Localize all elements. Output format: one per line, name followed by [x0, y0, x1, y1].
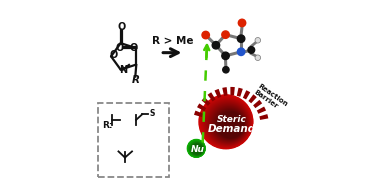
Circle shape [191, 143, 203, 155]
Circle shape [201, 97, 251, 147]
Circle shape [189, 140, 204, 157]
Text: R:: R: [102, 121, 113, 130]
Circle shape [217, 112, 243, 138]
Circle shape [211, 106, 247, 142]
Circle shape [213, 108, 246, 141]
Circle shape [187, 140, 205, 157]
Circle shape [193, 145, 202, 154]
Circle shape [222, 52, 229, 59]
Circle shape [214, 108, 246, 140]
Circle shape [188, 140, 205, 157]
Circle shape [214, 109, 245, 140]
Circle shape [189, 141, 204, 156]
Circle shape [189, 141, 204, 156]
Text: Steric: Steric [217, 115, 246, 124]
Circle shape [238, 19, 246, 27]
Circle shape [192, 143, 203, 154]
Circle shape [215, 109, 245, 140]
Circle shape [192, 144, 202, 154]
Text: R > Me: R > Me [152, 36, 193, 46]
Circle shape [189, 141, 204, 156]
Text: O: O [109, 50, 118, 60]
Circle shape [204, 100, 250, 146]
Bar [98, 103, 169, 177]
Circle shape [215, 110, 245, 139]
Circle shape [206, 102, 249, 145]
Circle shape [208, 103, 248, 144]
Circle shape [237, 48, 245, 56]
Text: O: O [117, 22, 125, 32]
Circle shape [192, 144, 203, 154]
Circle shape [202, 98, 251, 147]
Circle shape [192, 144, 202, 154]
Text: Nu: Nu [191, 145, 204, 154]
Circle shape [200, 96, 252, 148]
Circle shape [201, 97, 252, 148]
Circle shape [206, 101, 249, 145]
Circle shape [218, 112, 243, 138]
Circle shape [223, 67, 229, 73]
Circle shape [216, 111, 244, 139]
Circle shape [209, 104, 248, 143]
Text: Demand: Demand [208, 124, 256, 134]
Circle shape [255, 55, 260, 61]
Circle shape [222, 31, 229, 38]
Circle shape [205, 100, 250, 145]
Text: O: O [116, 43, 124, 53]
Circle shape [255, 38, 260, 43]
Circle shape [191, 143, 203, 155]
Circle shape [199, 95, 253, 149]
Circle shape [212, 42, 220, 49]
Text: N: N [119, 65, 127, 75]
Text: R: R [131, 75, 139, 85]
Text: S: S [149, 109, 155, 118]
Text: O: O [129, 43, 138, 53]
Circle shape [202, 31, 209, 39]
Circle shape [212, 107, 246, 141]
Circle shape [190, 142, 203, 155]
Circle shape [191, 143, 203, 155]
Circle shape [211, 106, 246, 141]
Circle shape [248, 47, 255, 53]
Circle shape [203, 99, 251, 146]
Circle shape [237, 35, 245, 42]
Circle shape [208, 103, 248, 143]
Circle shape [204, 99, 251, 146]
Text: Reaction
Barrier: Reaction Barrier [253, 82, 289, 113]
Circle shape [188, 140, 204, 157]
Circle shape [217, 111, 244, 138]
Circle shape [190, 142, 204, 156]
Circle shape [191, 142, 203, 155]
Circle shape [207, 102, 249, 144]
Circle shape [190, 142, 204, 156]
Circle shape [200, 96, 253, 148]
Circle shape [210, 105, 247, 142]
Circle shape [209, 105, 248, 142]
Circle shape [187, 140, 205, 157]
